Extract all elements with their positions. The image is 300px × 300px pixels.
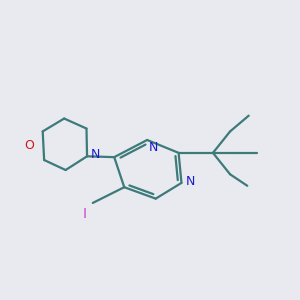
Text: O: O: [24, 139, 34, 152]
Text: I: I: [82, 207, 86, 221]
Text: N: N: [148, 141, 158, 154]
Text: N: N: [186, 175, 195, 188]
Text: N: N: [91, 148, 100, 161]
